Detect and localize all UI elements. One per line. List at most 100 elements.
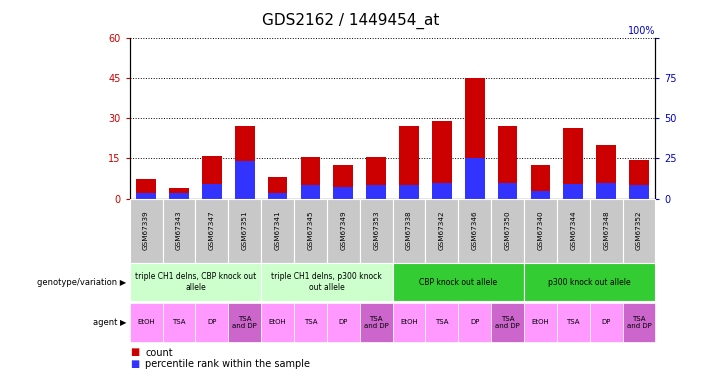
Text: TSA
and DP: TSA and DP (627, 316, 651, 329)
Bar (367, 157, 386, 199)
Text: TSA: TSA (172, 320, 186, 326)
Bar (399, 185, 419, 199)
Bar (294, 199, 327, 262)
Bar (301, 185, 320, 199)
Text: TSA
and DP: TSA and DP (495, 316, 520, 329)
Bar (432, 121, 451, 199)
Bar (261, 199, 294, 262)
Bar (491, 303, 524, 342)
Text: EtOH: EtOH (531, 320, 550, 326)
Text: GSM67348: GSM67348 (603, 211, 609, 251)
Bar (597, 183, 616, 199)
Text: GSM67342: GSM67342 (439, 211, 445, 251)
Bar (136, 178, 156, 199)
Bar (531, 190, 550, 199)
Bar (524, 263, 655, 301)
Bar (399, 126, 419, 199)
Bar (229, 303, 261, 342)
Bar (202, 184, 222, 199)
Bar (629, 185, 649, 199)
Text: GSM67345: GSM67345 (308, 211, 313, 251)
Bar (261, 263, 393, 301)
Bar (531, 165, 550, 199)
Text: 100%: 100% (628, 26, 655, 36)
Bar (622, 199, 655, 262)
Bar (294, 303, 327, 342)
Text: GSM67350: GSM67350 (505, 211, 510, 251)
Text: TSA: TSA (566, 320, 580, 326)
Text: CBP knock out allele: CBP knock out allele (419, 278, 497, 286)
Text: GSM67338: GSM67338 (406, 211, 412, 251)
Bar (196, 303, 229, 342)
Bar (590, 199, 622, 262)
Text: GSM67339: GSM67339 (143, 211, 149, 251)
Bar (426, 199, 458, 262)
Bar (136, 194, 156, 199)
Bar (261, 303, 294, 342)
Text: ■: ■ (130, 359, 139, 369)
Text: TSA
and DP: TSA and DP (364, 316, 388, 329)
Text: GSM67353: GSM67353 (373, 211, 379, 251)
Text: genotype/variation ▶: genotype/variation ▶ (37, 278, 126, 286)
Bar (524, 303, 557, 342)
Text: GSM67352: GSM67352 (636, 211, 642, 251)
Bar (327, 303, 360, 342)
Bar (169, 194, 189, 199)
Bar (235, 126, 254, 199)
Bar (564, 128, 583, 199)
Bar (465, 158, 484, 199)
Text: TSA
and DP: TSA and DP (232, 316, 257, 329)
Bar (196, 199, 229, 262)
Bar (268, 177, 287, 199)
Bar (334, 187, 353, 199)
Bar (367, 185, 386, 199)
Text: EtOH: EtOH (137, 320, 155, 326)
Bar (629, 160, 649, 199)
Text: count: count (145, 348, 172, 357)
Bar (432, 183, 451, 199)
Text: GSM67340: GSM67340 (538, 211, 543, 251)
Text: EtOH: EtOH (400, 320, 418, 326)
Bar (393, 199, 426, 262)
Bar (130, 263, 261, 301)
Bar (130, 303, 163, 342)
Text: GSM67343: GSM67343 (176, 211, 182, 251)
Bar (557, 199, 590, 262)
Text: triple CH1 delns, p300 knock
out allele: triple CH1 delns, p300 knock out allele (271, 273, 382, 292)
Bar (393, 263, 524, 301)
Text: EtOH: EtOH (268, 320, 287, 326)
Bar (564, 184, 583, 199)
Text: DP: DP (339, 320, 348, 326)
Bar (327, 199, 360, 262)
Text: GSM67341: GSM67341 (275, 211, 280, 251)
Bar (498, 126, 517, 199)
Bar (465, 78, 484, 199)
Text: percentile rank within the sample: percentile rank within the sample (145, 359, 310, 369)
Bar (458, 303, 491, 342)
Text: TSA: TSA (304, 320, 317, 326)
Bar (557, 303, 590, 342)
Bar (360, 199, 393, 262)
Text: GSM67347: GSM67347 (209, 211, 215, 251)
Text: GSM67351: GSM67351 (242, 211, 247, 251)
Bar (393, 303, 426, 342)
Bar (163, 199, 196, 262)
Bar (334, 165, 353, 199)
Bar (229, 199, 261, 262)
Bar (426, 303, 458, 342)
Text: DP: DP (601, 320, 611, 326)
Bar (130, 199, 163, 262)
Text: DP: DP (470, 320, 479, 326)
Text: ■: ■ (130, 348, 139, 357)
Text: GSM67344: GSM67344 (571, 211, 576, 251)
Bar (268, 194, 287, 199)
Bar (622, 303, 655, 342)
Text: GDS2162 / 1449454_at: GDS2162 / 1449454_at (261, 13, 440, 29)
Bar (360, 303, 393, 342)
Bar (590, 303, 622, 342)
Text: p300 knock out allele: p300 knock out allele (548, 278, 631, 286)
Bar (491, 199, 524, 262)
Bar (498, 183, 517, 199)
Text: GSM67349: GSM67349 (340, 211, 346, 251)
Bar (163, 303, 196, 342)
